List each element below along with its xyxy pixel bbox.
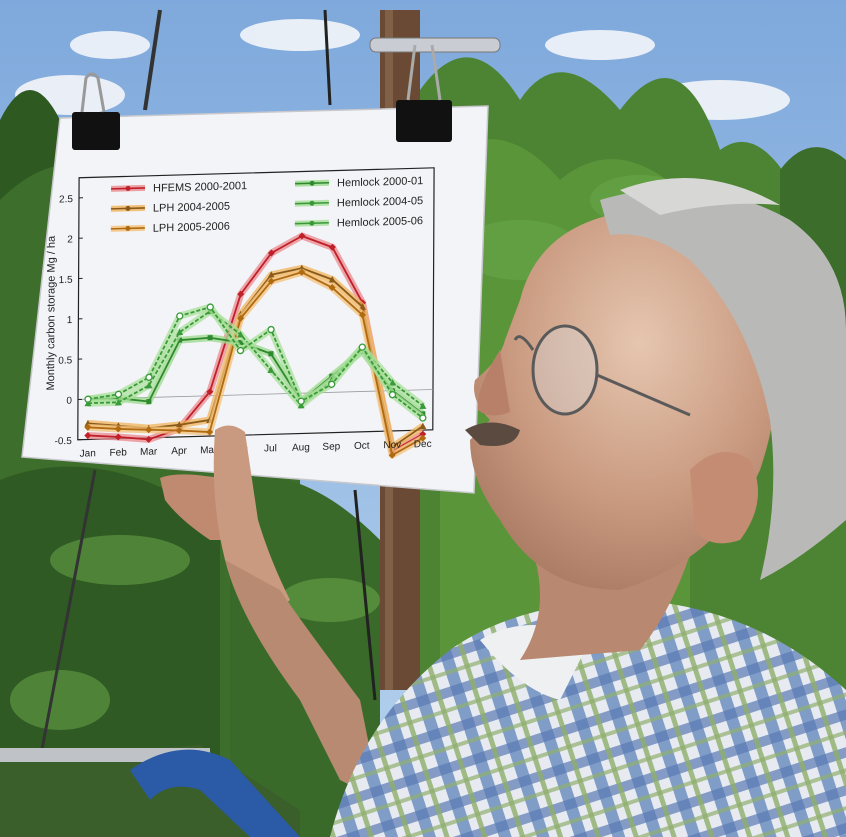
data-point (114, 425, 122, 433)
data-point (358, 311, 366, 319)
cable (143, 9, 162, 111)
y-tick-label: 2.5 (59, 194, 73, 205)
data-point (114, 398, 122, 406)
data-point (237, 314, 245, 322)
legend-marker (309, 180, 315, 186)
mustache (465, 422, 520, 446)
data-point (145, 435, 153, 443)
x-tick-label: Apr (171, 446, 187, 457)
ear (690, 452, 758, 544)
legend-marker (125, 185, 131, 191)
x-tick-label: Dec (414, 439, 432, 450)
x-tick-label: Sep (322, 441, 340, 453)
data-point (206, 388, 214, 396)
data-point (358, 343, 366, 351)
data-point (328, 380, 336, 388)
data-point (297, 401, 305, 409)
legend-entry: Hemlock 2004-05 (337, 195, 423, 209)
data-point (297, 397, 305, 405)
data-point (114, 390, 123, 398)
data-point (267, 325, 275, 334)
pole-clamp (369, 37, 501, 53)
y-tick-label: -0.5 (55, 436, 73, 447)
data-point (84, 399, 92, 407)
data-point (328, 284, 336, 292)
data-point (419, 414, 427, 422)
data-point (419, 402, 427, 410)
hand (160, 425, 380, 800)
plot-area (77, 167, 435, 441)
legend-entry: HFEMS 2000-2001 (153, 180, 247, 195)
data-point (175, 421, 183, 428)
legend-marker (125, 225, 131, 231)
data-point (146, 398, 152, 405)
data-point (358, 303, 366, 310)
series-line (87, 271, 424, 457)
x-tick-label: Jan (80, 448, 96, 459)
y-tick-label: 2 (67, 234, 73, 245)
data-point (388, 391, 397, 399)
y-tick-label: 1.5 (59, 275, 73, 286)
series-line (87, 306, 424, 419)
y-tick-label: 0 (66, 396, 72, 407)
legend-entry: Hemlock 2005-06 (337, 215, 423, 229)
arm (225, 560, 380, 800)
data-point (145, 373, 153, 381)
data-point (419, 422, 427, 430)
y-tick-label: 0.5 (58, 355, 72, 366)
data-point (237, 290, 245, 298)
data-point (328, 275, 336, 283)
x-tick-label: Mar (140, 447, 158, 458)
data-point (267, 366, 275, 373)
data-point (419, 434, 427, 442)
data-point (268, 351, 274, 357)
x-tick-label: Feb (110, 447, 128, 458)
x-tick-label: Nov (383, 440, 401, 451)
binder-clip-icon (72, 72, 120, 150)
y-tick-label: 1 (67, 315, 73, 326)
data-point (84, 395, 92, 403)
legend-marker (309, 220, 315, 226)
plaid-shirt (330, 600, 846, 837)
data-point (145, 381, 153, 389)
data-point (389, 379, 397, 386)
x-tick-label: Aug (292, 442, 310, 453)
glasses-icon (513, 324, 691, 417)
data-point (298, 232, 306, 240)
data-point (114, 433, 122, 441)
data-point (237, 330, 245, 338)
binder-clip-icon (396, 44, 452, 142)
x-tick-label: Oct (354, 441, 370, 452)
data-point (176, 328, 184, 336)
data-point (206, 428, 214, 436)
data-point (328, 243, 336, 251)
data-point (206, 303, 214, 311)
data-point (84, 431, 92, 439)
blue-bar (130, 749, 300, 837)
x-tick-label: Jul (264, 443, 277, 454)
data-point (84, 423, 92, 431)
x-tick-label: May (200, 445, 219, 457)
gray-hair (600, 188, 846, 580)
legend-marker (125, 205, 131, 211)
data-point (267, 271, 275, 278)
data-point (267, 249, 275, 257)
data-point (175, 426, 183, 434)
legend-entry: LPH 2004-2005 (153, 201, 230, 215)
data-point (236, 346, 245, 355)
data-point (298, 268, 306, 276)
legend-entry: Hemlock 2000-01 (337, 175, 423, 189)
data-point (207, 335, 213, 341)
data-point (388, 451, 396, 459)
y-axis-label: Monthly carbon storage Mg / ha (45, 235, 58, 391)
legend-marker (309, 200, 315, 206)
data-point (176, 312, 184, 320)
data-point (145, 426, 153, 434)
data-point (267, 277, 275, 285)
legend-entry: LPH 2005-2006 (153, 221, 230, 235)
chart: 2.521.510.50-0.5JanFebMarAprMayJunJulAug… (45, 167, 435, 460)
man-head (465, 178, 846, 590)
